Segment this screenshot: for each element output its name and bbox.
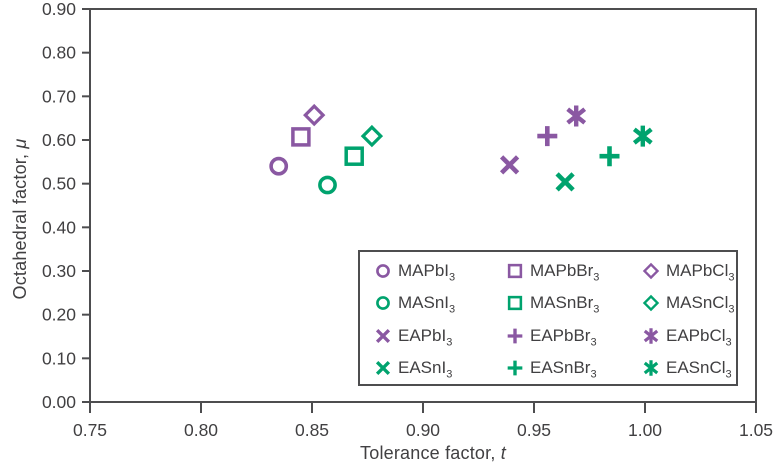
legend-label: MASnCl3 bbox=[666, 293, 735, 316]
marker-MASnCl3 bbox=[360, 124, 384, 148]
x-tick-label: 0.95 bbox=[517, 420, 551, 440]
legend-label: MAPbCl3 bbox=[666, 261, 735, 284]
legend-marker-open-circle-icon bbox=[376, 264, 390, 278]
y-tick-label: 0.40 bbox=[42, 217, 76, 237]
y-tick-label: 0.00 bbox=[42, 392, 76, 412]
y-tick-label: 0.30 bbox=[42, 261, 76, 281]
marker-MASnI3 bbox=[318, 175, 337, 195]
legend-box: MAPbI3 MAPbBr3 MAPbCl3 MASnI3 MASnBr3 MASnCl3… bbox=[358, 250, 738, 386]
y-axis-title-symbol: μ bbox=[10, 138, 30, 149]
legend-label: MAPbBr3 bbox=[530, 261, 600, 284]
legend-marker-x-icon bbox=[375, 328, 391, 343]
legend-label: MAPbI3 bbox=[398, 261, 456, 284]
legend-label: MASnBr3 bbox=[530, 293, 600, 316]
y-tick-label: 0.80 bbox=[42, 43, 76, 63]
legend-label: MASnI3 bbox=[398, 293, 456, 316]
marker-MAPbCl3 bbox=[303, 103, 326, 127]
y-tick-label: 0.70 bbox=[42, 86, 76, 106]
x-tick-label: 0.80 bbox=[184, 420, 218, 440]
legend-label: EASnBr3 bbox=[530, 357, 597, 381]
legend-label: EASnI3 bbox=[398, 357, 453, 381]
legend-item-MASnBr3: MASnBr3 bbox=[504, 287, 640, 319]
marker-MASnBr3 bbox=[344, 146, 364, 166]
legend-item-EAPbI3: EAPbI3 bbox=[372, 320, 504, 352]
y-tick-label: 0.60 bbox=[42, 130, 76, 150]
legend-label: EAPbI3 bbox=[398, 325, 453, 348]
y-tick-label: 0.10 bbox=[42, 348, 76, 368]
legend-marker-asterisk-icon bbox=[643, 327, 659, 344]
legend-marker-open-square-icon bbox=[507, 296, 523, 311]
x-tick-label: 0.85 bbox=[295, 420, 329, 440]
legend-marker-plus-icon bbox=[507, 328, 523, 343]
legend-item-MAPbCl3: MAPbCl3 bbox=[640, 255, 736, 287]
x-axis-title-text: Tolerance factor, bbox=[360, 443, 501, 463]
legend-marker-asterisk-icon bbox=[643, 360, 659, 376]
marker-EAPbI3 bbox=[499, 155, 520, 175]
y-axis-title-text: Octahedral factor, bbox=[10, 148, 30, 300]
legend-marker-open-circle-icon bbox=[376, 296, 390, 311]
marker-EASnCl3 bbox=[632, 125, 653, 147]
legend-item-EASnCl3: EASnCl3 bbox=[640, 352, 736, 384]
legend-label: EAPbCl3 bbox=[666, 325, 732, 348]
y-tick-label: 0.50 bbox=[42, 174, 76, 194]
marker-EASnBr3 bbox=[599, 146, 620, 167]
legend-marker-open-diamond-icon bbox=[642, 295, 660, 312]
legend-marker-open-square-icon bbox=[507, 263, 523, 279]
legend-item-EASnBr3: EASnBr3 bbox=[504, 352, 640, 384]
y-tick-label: 0.20 bbox=[42, 305, 76, 325]
marker-MAPbBr3 bbox=[291, 127, 311, 147]
legend-marker-plus-icon bbox=[507, 360, 523, 376]
marker-EASnI3 bbox=[555, 172, 575, 192]
marker-EAPbCl3 bbox=[566, 105, 587, 127]
legend-marker-open-diamond-icon bbox=[642, 262, 660, 280]
legend-item-EASnI3: EASnI3 bbox=[372, 352, 504, 384]
legend-item-MASnI3: MASnI3 bbox=[372, 287, 504, 319]
legend-item-MAPbI3: MAPbI3 bbox=[372, 255, 504, 287]
legend-item-MAPbBr3: MAPbBr3 bbox=[504, 255, 640, 287]
y-axis-title: Octahedral factor, μ bbox=[10, 69, 32, 369]
legend-label: EASnCl3 bbox=[666, 357, 732, 381]
marker-EAPbBr3 bbox=[537, 126, 558, 147]
x-tick-label: 1.05 bbox=[739, 420, 773, 440]
x-axis-title: Tolerance factor, t bbox=[100, 443, 766, 464]
x-tick-label: 1.00 bbox=[628, 420, 662, 440]
x-tick-label: 0.75 bbox=[73, 420, 107, 440]
y-tick-label: 0.90 bbox=[42, 0, 76, 19]
legend-item-MASnCl3: MASnCl3 bbox=[640, 287, 736, 319]
legend-marker-x-icon bbox=[375, 360, 391, 375]
legend-item-EAPbCl3: EAPbCl3 bbox=[640, 320, 736, 352]
marker-MAPbI3 bbox=[269, 156, 289, 176]
x-axis-title-symbol: t bbox=[500, 443, 506, 463]
x-tick-label: 0.90 bbox=[406, 420, 440, 440]
legend-item-EAPbBr3: EAPbBr3 bbox=[504, 320, 640, 352]
legend-label: EAPbBr3 bbox=[530, 325, 597, 348]
